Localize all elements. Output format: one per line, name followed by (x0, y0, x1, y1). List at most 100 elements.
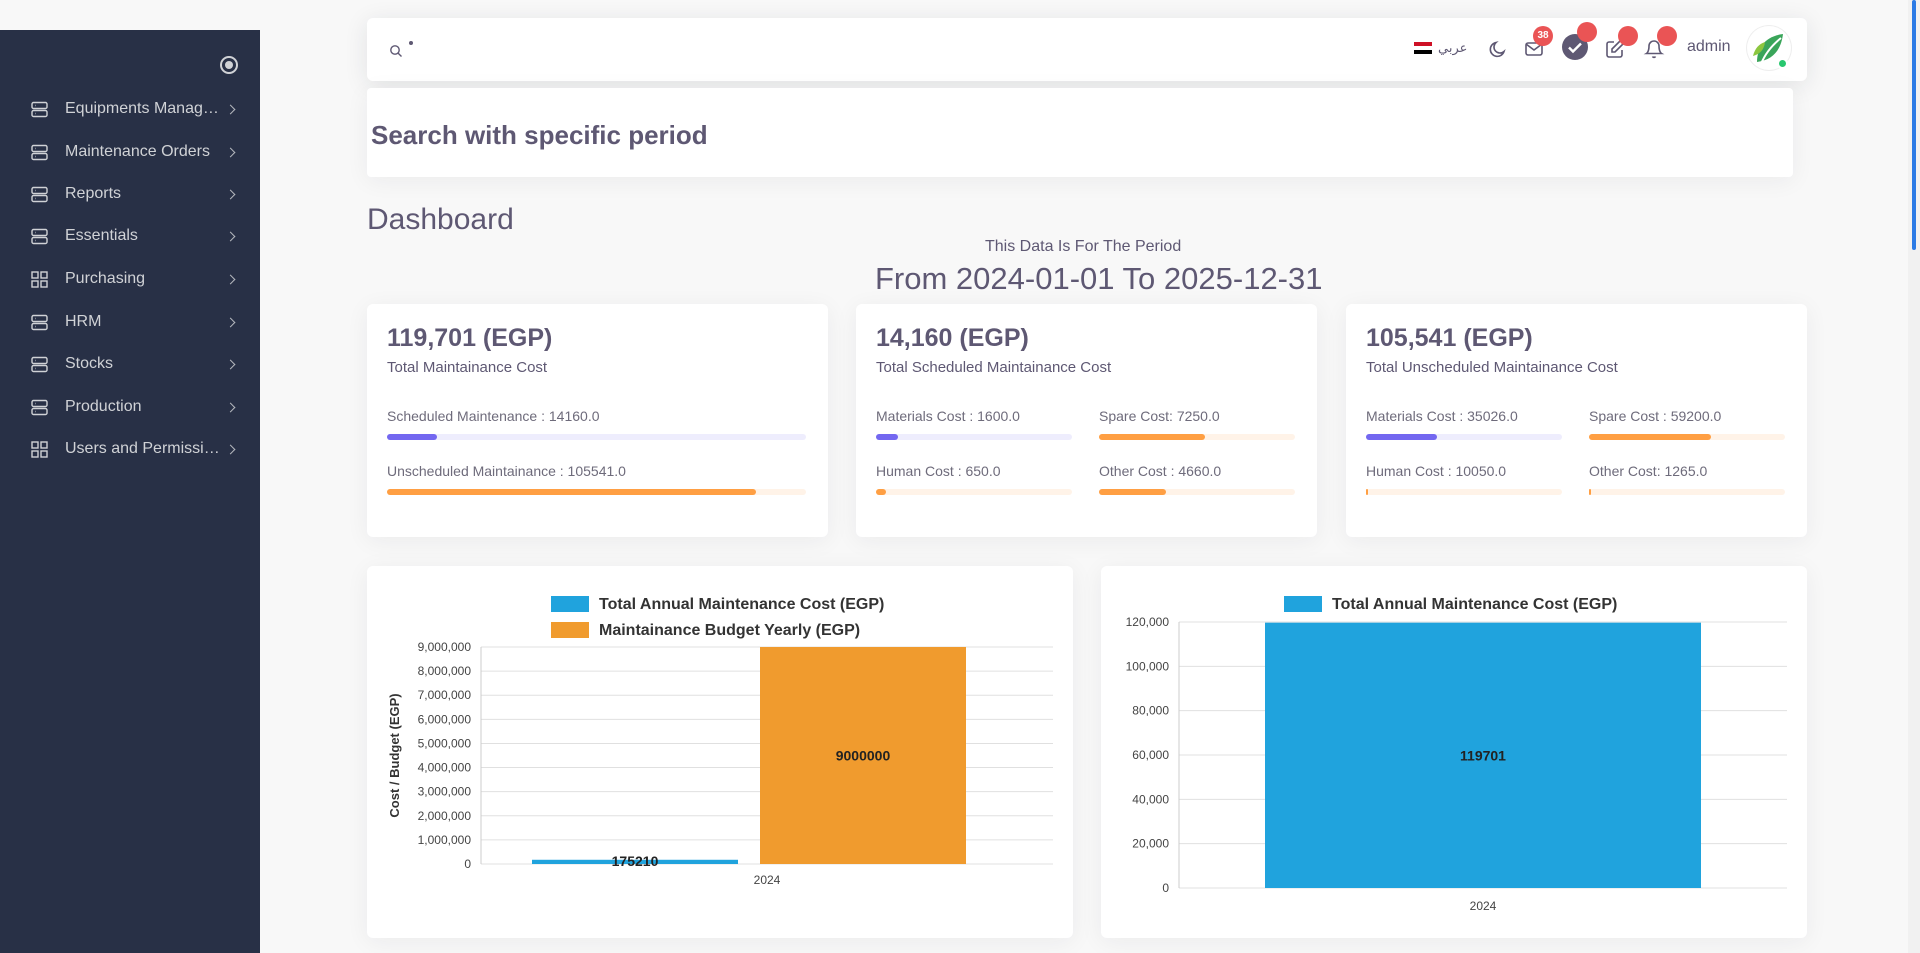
progress-fill (876, 434, 898, 440)
progress-fill (387, 489, 756, 495)
server-icon (31, 356, 48, 372)
stat-value: 14,160 (EGP) (876, 324, 1029, 352)
period-range: From 2024-01-01 To 2025-12-31 (875, 261, 1323, 296)
sidebar-item-essentials[interactable]: Essentials (0, 216, 260, 256)
y-tick-label: 1,000,000 (418, 833, 472, 847)
sidebar-item-equipments-management[interactable]: Equipments Management (0, 89, 260, 129)
sidebar-item-maintenance-orders[interactable]: Maintenance Orders (0, 132, 260, 172)
stat-label: Total Scheduled Maintainance Cost (876, 359, 1112, 376)
bell-icon[interactable] (1643, 38, 1665, 60)
page-scrollbar[interactable] (1908, 0, 1920, 953)
y-tick-label: 40,000 (1132, 792, 1169, 806)
chevron-right-icon (225, 104, 236, 114)
period-search-card[interactable]: Search with specific period (367, 88, 1793, 177)
y-axis-title: Cost / Budget (EGP) (387, 693, 402, 817)
page-scrollbar-thumb[interactable] (1912, 0, 1916, 250)
legend-swatch (1284, 596, 1322, 612)
sidebar-item-users-and-permissions[interactable]: Users and Permissions (0, 429, 260, 469)
stat-label: Total Unscheduled Maintainance Cost (1366, 359, 1618, 376)
progress-fill (876, 489, 886, 495)
sidebar-item-stocks[interactable]: Stocks (0, 344, 260, 384)
grid-icon (31, 440, 48, 458)
server-icon (31, 186, 48, 202)
y-tick-label: 120,000 (1126, 615, 1170, 629)
grid-icon (31, 270, 48, 288)
language-switcher[interactable]: عربي (1414, 40, 1467, 56)
y-tick-label: 7,000,000 (418, 688, 472, 702)
progress-label: Scheduled Maintenance : 14160.0 (387, 408, 600, 424)
sidebar-item-label: Essentials (65, 227, 138, 244)
edit-badge (1618, 26, 1638, 46)
legend-label: Total Annual Maintenance Cost (EGP) (1332, 596, 1617, 613)
page-title: Dashboard (367, 203, 514, 236)
progress-fill (1099, 434, 1205, 440)
sidebar-collapse-toggle-icon[interactable] (220, 56, 238, 74)
language-label: عربي (1438, 40, 1468, 55)
legend-label: Maintainance Budget Yearly (EGP) (599, 622, 860, 639)
sidebar-item-hrm[interactable]: HRM (0, 302, 260, 342)
x-tick-label: 2024 (1470, 899, 1497, 913)
tasks-badge (1577, 22, 1597, 42)
bar-total-annual-maintenance-cost-egp- (532, 859, 738, 864)
y-tick-label: 0 (464, 857, 471, 871)
progress-label: Spare Cost : 59200.0 (1589, 408, 1722, 424)
sidebar-item-production[interactable]: Production (0, 387, 260, 427)
progress-label: Spare Cost: 7250.0 (1099, 408, 1220, 424)
progress-bar (1589, 434, 1785, 440)
mail-icon[interactable] (1523, 38, 1545, 60)
user-name[interactable]: admin (1687, 38, 1731, 55)
y-tick-label: 8,000,000 (418, 664, 472, 678)
server-icon (31, 144, 48, 160)
bar-total-annual-maintenance-cost-egp- (1265, 622, 1701, 888)
progress-label: Unscheduled Maintainance : 105541.0 (387, 463, 626, 479)
bar-maintainance-budget-yearly-egp- (760, 647, 966, 864)
egypt-flag-icon (1414, 41, 1432, 55)
annual-cost-chart: Total Annual Maintenance Cost (EGP) 0 20,0… (1126, 596, 1787, 913)
chevron-right-icon (225, 359, 236, 369)
chart-card-annual-cost: Total Annual Maintenance Cost (EGP) 0 20,0… (1101, 566, 1807, 938)
progress-fill (387, 434, 438, 440)
progress-fill (1366, 434, 1437, 440)
progress-bar (1099, 489, 1295, 495)
progress-label: Other Cost: 1265.0 (1589, 463, 1708, 479)
sidebar-item-label: Equipments Management (65, 100, 225, 117)
leaf-logo-icon (1753, 34, 1783, 65)
sidebar-item-label: Purchasing (65, 270, 146, 287)
progress-label: Materials Cost : 1600.0 (876, 408, 1020, 424)
progress-label: Human Cost : 650.0 (876, 463, 1001, 479)
sidebar-item-purchasing[interactable]: Purchasing (0, 259, 260, 299)
y-tick-label: 60,000 (1132, 748, 1169, 762)
progress-fill (1099, 489, 1166, 495)
progress-fill (1589, 434, 1711, 440)
stat-card-scheduled-maintenance: 14,160 (EGP) Total Scheduled Maintainanc… (856, 304, 1317, 537)
sidebar-item-label: Production (65, 398, 142, 415)
search-indicator-dot (409, 41, 413, 45)
period-search-title: Search with specific period (371, 120, 708, 150)
online-status-dot (1777, 58, 1788, 69)
search-icon[interactable] (389, 44, 403, 58)
y-tick-label: 20,000 (1132, 837, 1169, 851)
progress-label: Other Cost : 4660.0 (1099, 463, 1222, 479)
server-icon (31, 314, 48, 330)
progress-bar (1366, 434, 1562, 440)
progress-bar (876, 489, 1072, 495)
data-label: 9000000 (836, 748, 891, 764)
avatar[interactable] (1747, 26, 1791, 70)
chevron-right-icon (225, 444, 236, 454)
chevron-right-icon (225, 147, 236, 157)
y-tick-label: 6,000,000 (418, 712, 472, 726)
chevron-right-icon (225, 402, 236, 412)
stat-card-total-maintenance: 119,701 (EGP) Total Maintainance Cost Sc… (367, 304, 828, 537)
server-icon (31, 101, 48, 117)
legend-swatch (551, 622, 589, 638)
sidebar-item-reports[interactable]: Reports (0, 174, 260, 214)
notification-badge (1657, 26, 1677, 46)
progress-bar (1366, 489, 1562, 495)
server-icon (31, 399, 48, 415)
chevron-right-icon (225, 189, 236, 199)
moon-icon[interactable] (1487, 38, 1509, 60)
chevron-right-icon (225, 317, 236, 327)
y-tick-label: 100,000 (1126, 659, 1170, 673)
sidebar-item-label: Stocks (65, 355, 114, 372)
legend-swatch (551, 596, 589, 612)
